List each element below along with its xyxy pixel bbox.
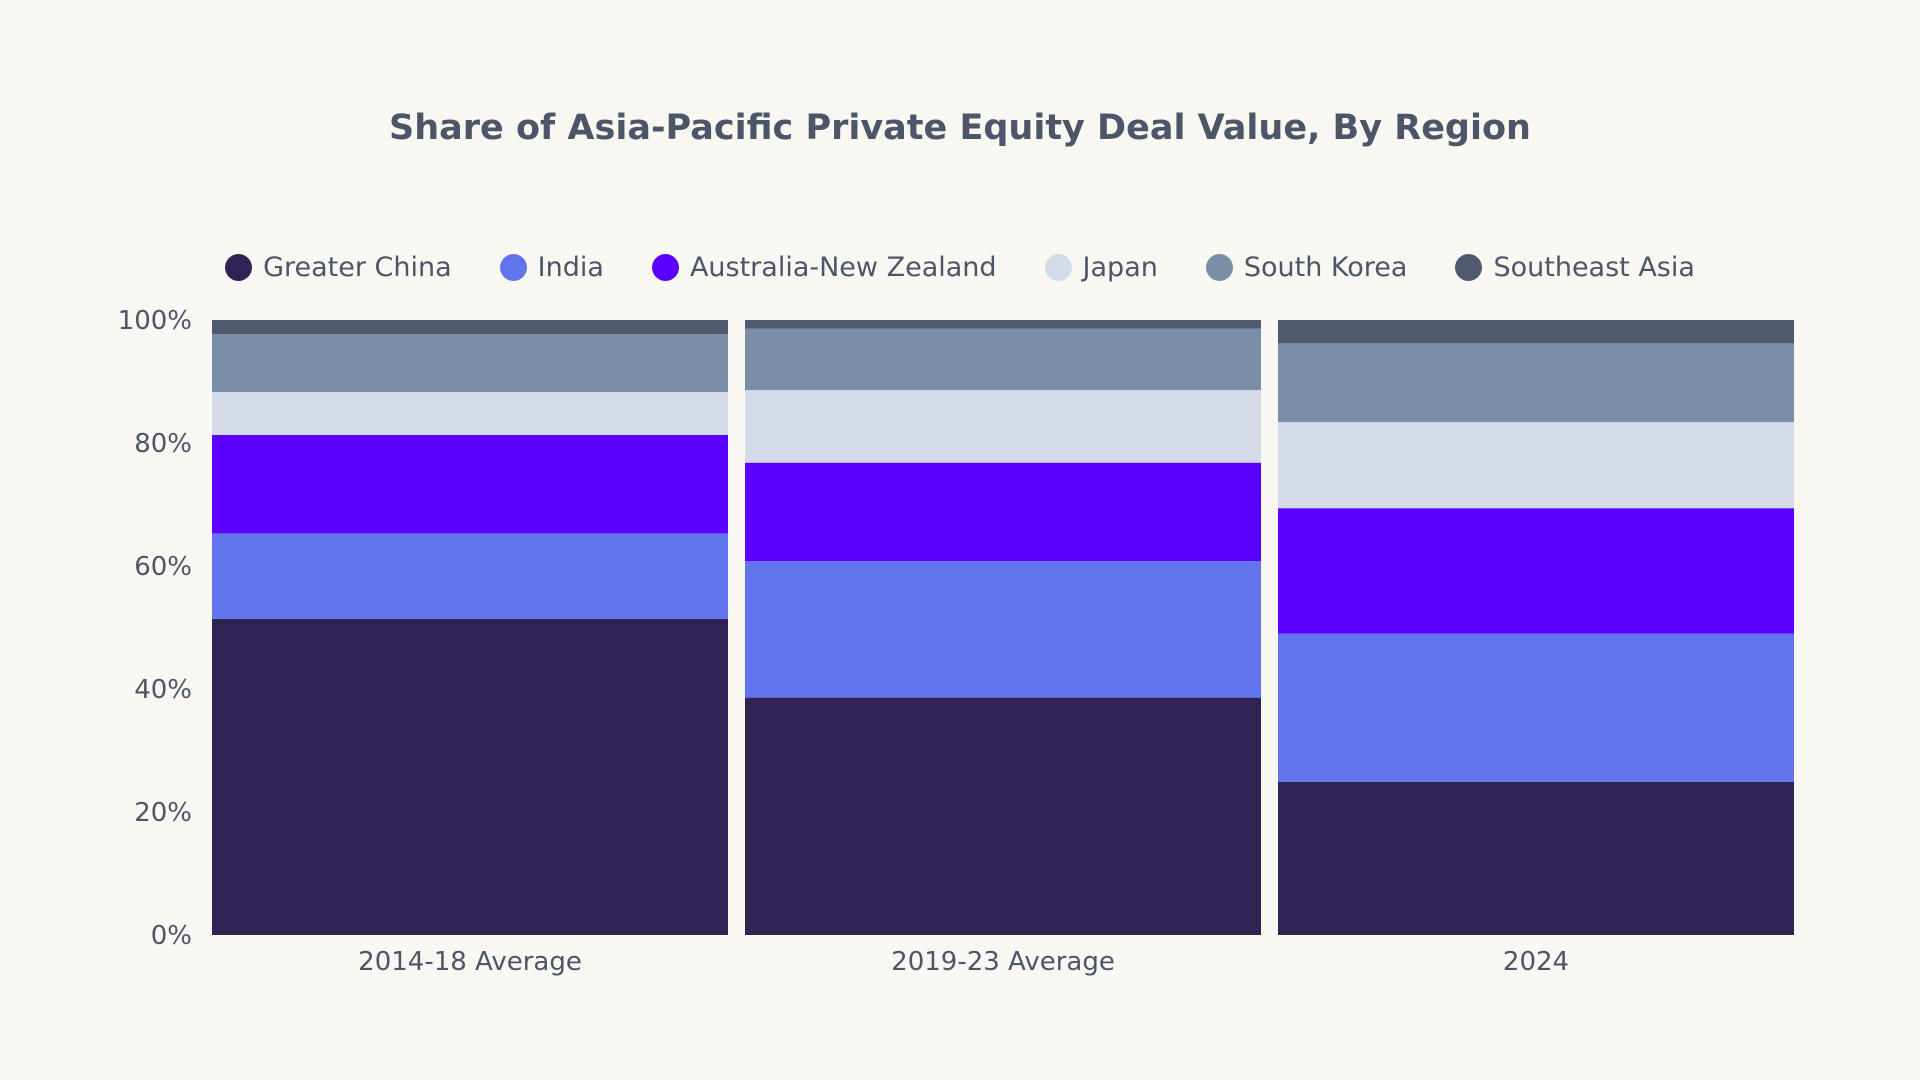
legend-item-australia-new-zealand: Australia-New Zealand — [651, 252, 997, 283]
bar-segment-2019-23-average-japan — [745, 390, 1261, 463]
legend-item-greater-china: Greater China — [225, 252, 452, 283]
bar-segment-2019-23-average-southeast-asia — [745, 320, 1261, 329]
legend-swatch-south-korea — [1205, 254, 1233, 281]
bar-segment-2024-japan — [1278, 422, 1794, 509]
legend-label-india: India — [537, 252, 604, 283]
bars-layer — [212, 320, 1794, 935]
x-tick-label-2024: 2024 — [1503, 947, 1569, 977]
legend-label-southeast-asia: Southeast Asia — [1493, 252, 1695, 283]
bar-segment-2024-india — [1278, 633, 1794, 782]
bar-segment-2019-23-average-india — [745, 561, 1261, 698]
y-axis: 0% 20% 40% 60% 80% 100% — [118, 306, 192, 951]
legend-item-india: India — [499, 252, 604, 283]
bar-segment-2019-23-average-greater-china — [745, 697, 1261, 935]
bar-segment-2019-23-average-australia-new-zealand — [745, 462, 1261, 562]
legend-item-japan: Japan — [1044, 252, 1158, 283]
legend-swatch-australia-new-zealand — [651, 254, 679, 281]
x-axis: 2014-18 Average 2019-23 Average 2024 — [358, 947, 1569, 977]
y-tick-label-40: 40% — [134, 675, 192, 705]
legend-label-greater-china: Greater China — [263, 252, 452, 283]
legend-swatch-greater-china — [225, 254, 253, 281]
y-tick-label-60: 60% — [134, 552, 192, 582]
bar-segment-2014-18-average-southeast-asia — [212, 320, 728, 335]
bar-segment-2024-south-korea — [1278, 343, 1794, 423]
legend-item-southeast-asia: Southeast Asia — [1455, 252, 1695, 283]
y-tick-label-100: 100% — [118, 306, 192, 336]
bar-segment-2014-18-average-japan — [212, 391, 728, 436]
bar-segment-2014-18-average-india — [212, 533, 728, 619]
legend-label-australia-new-zealand: Australia-New Zealand — [689, 252, 997, 283]
y-tick-label-0: 0% — [151, 921, 192, 951]
bar-segment-2024-greater-china — [1278, 781, 1794, 935]
y-tick-label-80: 80% — [134, 429, 192, 459]
x-tick-label-2019-23-average: 2019-23 Average — [891, 947, 1115, 977]
chart-title: Share of Asia-Pacific Private Equity Dea… — [389, 108, 1531, 148]
bar-segment-2024-australia-new-zealand — [1278, 508, 1794, 634]
chart-legend: Greater China India Australia-New Zealan… — [0, 252, 1920, 283]
bar-segment-2024-southeast-asia — [1278, 320, 1794, 344]
bar-segment-2014-18-average-australia-new-zealand — [212, 435, 728, 534]
legend-item-south-korea: South Korea — [1205, 252, 1408, 283]
legend-label-japan: Japan — [1082, 252, 1158, 283]
x-tick-label-2014-18-average: 2014-18 Average — [358, 947, 582, 977]
legend-swatch-japan — [1044, 254, 1072, 281]
bar-segment-2014-18-average-greater-china — [212, 618, 728, 935]
legend-swatch-india — [499, 254, 527, 281]
legend-label-south-korea: South Korea — [1243, 252, 1408, 283]
y-tick-label-20: 20% — [134, 798, 192, 828]
bar-segment-2019-23-average-south-korea — [745, 328, 1261, 391]
bar-segment-2014-18-average-south-korea — [212, 334, 728, 392]
legend-swatch-southeast-asia — [1455, 254, 1483, 281]
